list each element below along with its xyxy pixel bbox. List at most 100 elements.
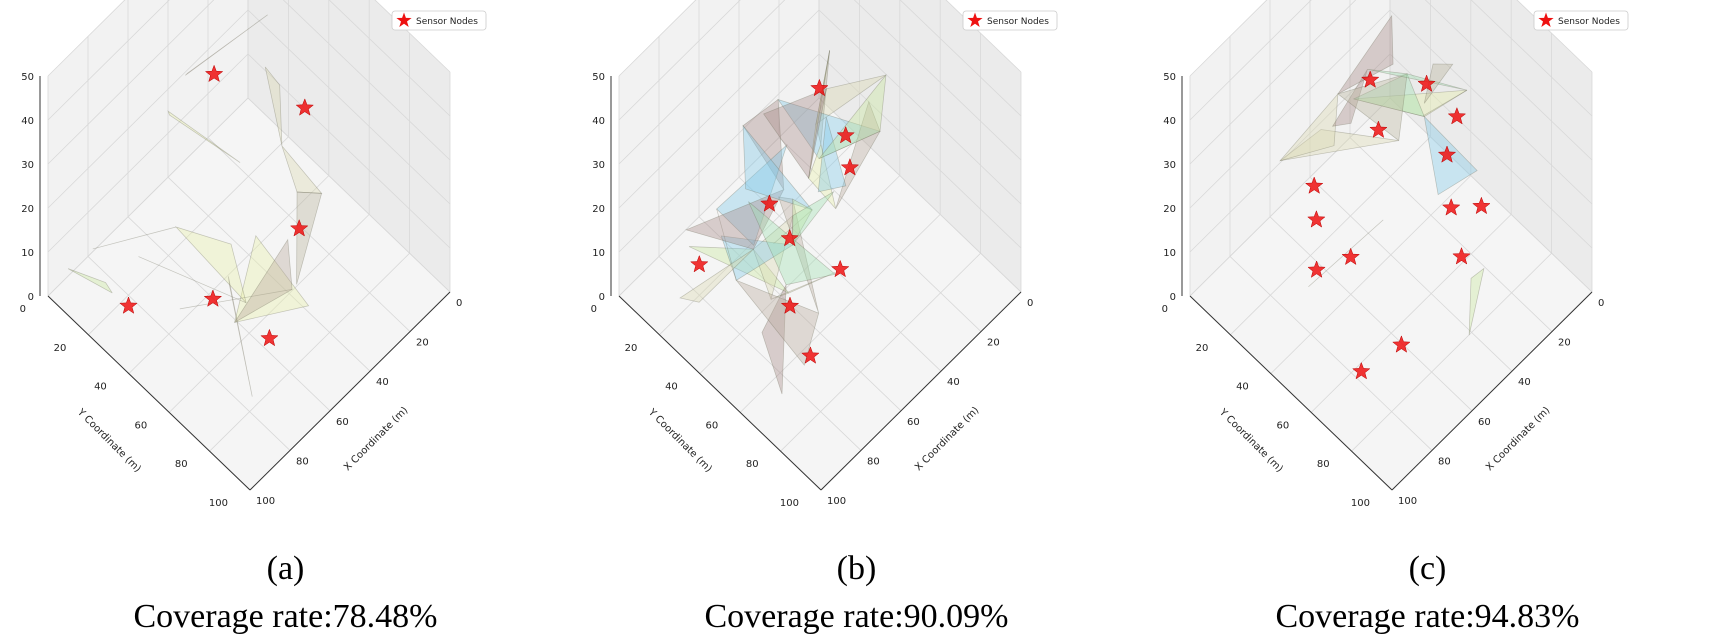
- grid-line: [739, 214, 941, 413]
- y-tick-label: 80: [1317, 459, 1330, 470]
- surface-facet: [761, 284, 787, 395]
- grid-line: [374, 0, 451, 73]
- x-tick-label: 60: [336, 417, 349, 428]
- plot-c-svg: 0 20 40 60 80 100 0 20 40 60 80 100 0 10 20 30 40 50 X Coo…: [1162, 0, 1629, 509]
- grid-line: [618, 0, 697, 77]
- grid-line: [247, 53, 451, 249]
- grid-line: [1189, 53, 1391, 253]
- x-tick-label: 100: [1398, 496, 1417, 507]
- surface-facet: [716, 143, 788, 246]
- sensor-node-marker: [1441, 198, 1461, 216]
- surface-facet: [228, 276, 253, 397]
- y-tick-label: 20: [625, 343, 638, 354]
- surface-facet: [742, 98, 785, 190]
- y-tick-label: 0: [591, 304, 597, 315]
- sensor-node-marker: [1304, 176, 1324, 194]
- z-tick-label: 0: [1170, 292, 1176, 303]
- y-tick-label: 40: [94, 382, 107, 393]
- grid-line: [1389, 97, 1593, 293]
- axes: [610, 76, 1022, 491]
- sensor-node-marker: [1392, 335, 1411, 353]
- surface-facet: [138, 256, 247, 304]
- coverage-surface: [1279, 14, 1485, 336]
- x-tick-label: 20: [987, 338, 1000, 349]
- grid-line: [1389, 9, 1593, 205]
- grid-line: [282, 0, 451, 161]
- sensor-node-marker: [810, 78, 829, 97]
- surface-facet: [167, 110, 241, 163]
- sensor-node-marker: [119, 296, 138, 314]
- legend: Sensor Nodes: [391, 10, 487, 31]
- y-axis-line: [47, 295, 251, 491]
- legend-star-icon: [396, 12, 412, 27]
- left-pane: [1190, 0, 1390, 296]
- legend-box: [391, 10, 487, 31]
- sensor-node-marker: [1472, 196, 1491, 215]
- sensor-node-markers: [1304, 70, 1491, 380]
- grid-line: [853, 0, 1022, 161]
- grid-line: [1269, 216, 1473, 412]
- legend: Sensor Nodes: [1533, 10, 1629, 31]
- z-tick-label: 10: [592, 248, 605, 259]
- surface-facet: [174, 226, 247, 303]
- surface-facet: [1279, 129, 1399, 162]
- surface-facet: [234, 238, 293, 323]
- legend-star-icon: [967, 12, 983, 27]
- legend-label: Sensor Nodes: [416, 17, 478, 27]
- grid-line: [618, 97, 820, 297]
- grid-line: [47, 9, 249, 209]
- subplot-c: 0 20 40 60 80 100 0 20 40 60 80 100 0 10 20 30 40 50 X Coo…: [1142, 0, 1713, 643]
- subfigure-label-a: (a): [266, 550, 305, 587]
- y-tick-label: 40: [665, 382, 678, 393]
- sensor-node-marker: [836, 125, 855, 144]
- x-tick-label: 80: [867, 456, 880, 467]
- z-tick-label: 40: [1163, 116, 1176, 127]
- surface-facet: [1367, 68, 1468, 91]
- sensor-node-marker: [760, 194, 779, 212]
- plot-b-svg: 0 20 40 60 80 100 0 20 40 60 80 100 0 10 20 30 40 50 X Coo…: [591, 0, 1058, 509]
- surface-facet: [685, 188, 785, 250]
- grid-line: [618, 0, 786, 165]
- plot-a-svg: 0 20 40 60 80 100 0 20 40 60 80 100 0 10 20 30 40 50 X Coo…: [20, 0, 487, 509]
- surface-facet: [792, 191, 835, 247]
- legend: Sensor Nodes: [962, 10, 1058, 31]
- grid-line: [47, 97, 249, 297]
- sensor-node-markers: [690, 78, 860, 364]
- surface-facet: [264, 66, 283, 146]
- grid-line: [1189, 0, 1357, 165]
- surface-facet: [688, 246, 790, 294]
- surface-facet: [1468, 267, 1485, 336]
- z-tick-label: 20: [1163, 204, 1176, 215]
- surface-facet: [778, 196, 819, 314]
- sensor-node-marker: [830, 259, 850, 278]
- y-tick-label: 80: [746, 459, 759, 470]
- surface-facet: [67, 268, 113, 294]
- y-tick-label: 20: [1196, 343, 1209, 354]
- sensor-node-marker: [1352, 361, 1371, 380]
- x-tick-label: 100: [827, 496, 846, 507]
- y-tick-label: 60: [705, 420, 718, 431]
- axes: [39, 76, 451, 491]
- x-tick-label: 0: [1598, 298, 1604, 309]
- right-pane: [1390, 0, 1592, 292]
- surface-facet: [763, 88, 827, 180]
- sensor-node-marker: [780, 296, 800, 314]
- sensor-node-marker: [1307, 210, 1326, 228]
- grid-line: [167, 176, 371, 372]
- grid-line: [1189, 0, 1268, 77]
- grid-line: [1349, 137, 1553, 332]
- sensor-node-marker: [840, 157, 860, 176]
- x-tick-label: 80: [1438, 456, 1451, 467]
- y-axis-label: Y Coordinate (m): [645, 406, 714, 475]
- surface-facet: [808, 142, 837, 209]
- coverage-surface: [67, 14, 323, 397]
- surface-facet: [1352, 73, 1425, 118]
- surface-facet: [1353, 89, 1468, 117]
- subplot-b: 0 20 40 60 80 100 0 20 40 60 80 100 0 10 20 30 40 50 X Coo…: [571, 0, 1142, 643]
- grid-line: [328, 0, 451, 117]
- surface-facet: [735, 279, 820, 366]
- legend-star-icon: [1538, 12, 1554, 27]
- x-axis-label: X Coordinate (m): [1484, 405, 1552, 473]
- surface-facet: [818, 73, 887, 160]
- subplot-a: 0 20 40 60 80 100 0 20 40 60 80 100 0 10 20 30 40 50 X Coo…: [0, 0, 571, 643]
